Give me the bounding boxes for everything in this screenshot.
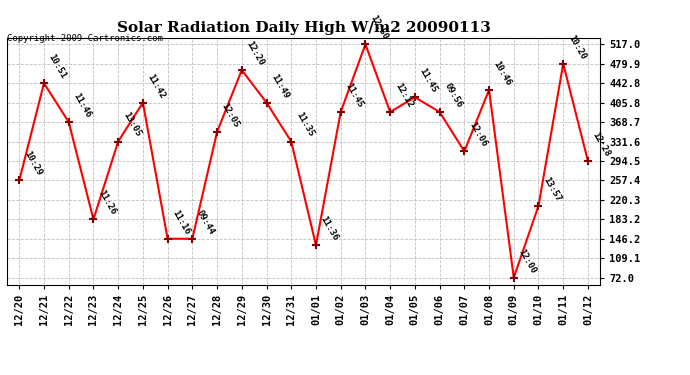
Text: 11:42: 11:42: [146, 72, 167, 100]
Text: 10:20: 10:20: [566, 33, 587, 61]
Text: 09:56: 09:56: [442, 81, 464, 109]
Text: 12:20: 12:20: [244, 39, 266, 67]
Text: 11:35: 11:35: [294, 111, 315, 139]
Text: 11:16: 11:16: [170, 208, 192, 236]
Text: Copyright 2009 Cartronics.com: Copyright 2009 Cartronics.com: [7, 34, 163, 43]
Text: 11:45: 11:45: [417, 67, 439, 94]
Text: 12:06: 12:06: [467, 121, 489, 148]
Text: 10:29: 10:29: [22, 150, 43, 178]
Text: 09:44: 09:44: [195, 208, 217, 236]
Title: Solar Radiation Daily High W/m2 20090113: Solar Radiation Daily High W/m2 20090113: [117, 21, 491, 35]
Text: 11:49: 11:49: [269, 72, 290, 100]
Text: 10:51: 10:51: [47, 53, 68, 81]
Text: 13:57: 13:57: [541, 175, 562, 203]
Text: 12:12: 12:12: [393, 81, 414, 109]
Text: 11:46: 11:46: [72, 92, 92, 119]
Text: 12:50: 12:50: [368, 14, 389, 42]
Text: 12:00: 12:00: [517, 247, 538, 275]
Text: 11:45: 11:45: [344, 81, 365, 109]
Text: 10:46: 10:46: [492, 59, 513, 87]
Text: 11:36: 11:36: [319, 214, 340, 242]
Text: 12:28: 12:28: [591, 130, 612, 158]
Text: 13:05: 13:05: [121, 111, 142, 139]
Text: 12:05: 12:05: [220, 101, 241, 129]
Text: 11:26: 11:26: [96, 189, 117, 217]
